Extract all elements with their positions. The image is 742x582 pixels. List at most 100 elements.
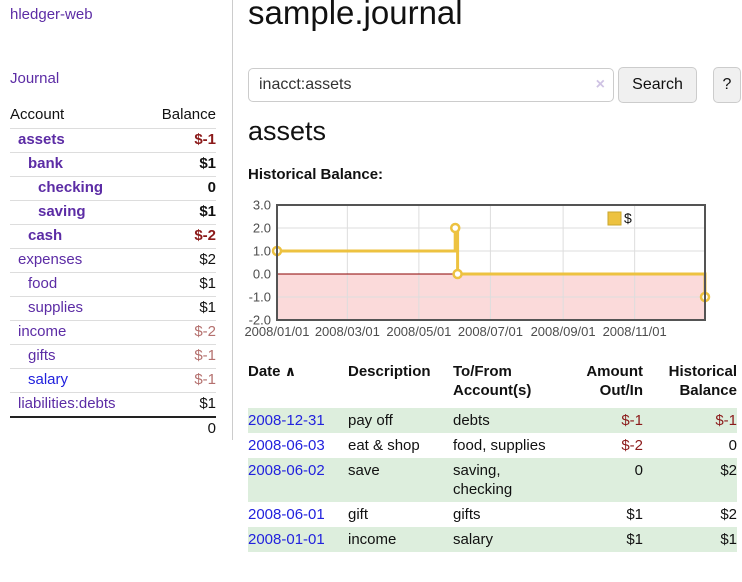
register-header-amount: Amount Out/In (586, 363, 643, 399)
x-tick-label: 2008/09/01 (531, 324, 596, 339)
account-row: expenses $2 (10, 248, 216, 273)
account-link[interactable]: food (28, 275, 58, 292)
x-tick-label: 2008/11/01 (603, 324, 667, 339)
transaction-row: 2008-06-02 save saving, checking 0 $2 (248, 458, 737, 502)
transaction-description: eat & shop (348, 437, 420, 454)
transaction-accounts: salary (453, 527, 553, 552)
account-link[interactable]: gifts (28, 347, 56, 364)
transaction-description: gift (348, 506, 369, 523)
account-link[interactable]: cash (28, 227, 63, 244)
x-tick-label: 2008/07/01 (458, 324, 523, 339)
account-link[interactable]: expenses (18, 251, 83, 268)
account-link[interactable]: assets (18, 131, 65, 148)
account-link[interactable]: saving (38, 203, 86, 220)
transaction-amount: $1 (626, 506, 643, 523)
search-input[interactable] (248, 68, 614, 102)
transaction-accounts: gifts (453, 506, 481, 523)
app-title-link[interactable]: hledger-web (10, 6, 93, 23)
account-balance: $1 (199, 275, 216, 292)
transaction-accounts: debts (453, 408, 553, 433)
y-tick-label: -1.0 (249, 290, 271, 305)
transaction-date-link[interactable]: 2008-12-31 (248, 412, 325, 429)
x-tick-label: 2008/05/01 (386, 324, 451, 339)
search-bar: × Search ? (248, 67, 742, 105)
account-balance: $2 (199, 251, 216, 268)
account-balance: $-1 (194, 371, 216, 388)
transaction-accounts: food, supplies (453, 437, 546, 454)
legend-label: $ (624, 210, 632, 226)
data-point[interactable] (449, 222, 461, 234)
account-row: gifts $-1 (10, 344, 216, 369)
help-button[interactable]: ? (713, 67, 741, 103)
account-row: checking 0 (10, 176, 216, 201)
transaction-balance: $2 (720, 506, 737, 523)
account-balance: $1 (199, 203, 216, 220)
sort-ascending-icon: ∧ (284, 363, 297, 379)
account-row: assets $-1 (10, 128, 216, 153)
accounts-header-balance: Balance (161, 106, 216, 123)
y-tick-label: 1.0 (253, 244, 271, 259)
x-tick-label: 2008/03/01 (315, 324, 380, 339)
clear-search-icon[interactable]: × (595, 76, 605, 93)
transaction-amount: 0 (553, 458, 643, 502)
register-header-date[interactable]: Date ∧ (248, 363, 297, 380)
account-link[interactable]: income (18, 323, 67, 340)
account-balance: $1 (199, 155, 216, 172)
account-balance: $-2 (194, 227, 216, 244)
main-content: sample.journal × Search ? assets Histori… (244, 0, 742, 582)
chart-title: Historical Balance: (248, 166, 384, 183)
transaction-date-link[interactable]: 2008-01-01 (248, 531, 325, 548)
accounts-table: Account Balance assets $-1 bank $1 checking 0… (10, 102, 216, 441)
accounts-total-row: 0 (10, 416, 216, 441)
transaction-accounts: saving, checking (453, 458, 553, 502)
transaction-date-link[interactable]: 2008-06-02 (248, 462, 325, 479)
account-balance: $-2 (194, 323, 216, 340)
transaction-amount: $1 (553, 527, 643, 552)
account-row: liabilities:debts $1 (10, 392, 216, 417)
register-header-balance: Historical Balance (668, 363, 737, 399)
transaction-balance: 0 (728, 437, 737, 454)
search-button[interactable]: Search (618, 67, 697, 103)
y-tick-label: -2.0 (249, 313, 271, 328)
page-title: sample.journal (248, 0, 463, 31)
account-link[interactable]: supplies (28, 299, 84, 316)
transaction-amount: $-2 (621, 437, 643, 454)
sidebar: hledger-web Journal Account Balance asse… (0, 0, 233, 441)
account-balance: $1 (199, 395, 216, 412)
transaction-row: 2008-12-31 pay off debts $-1 $-1 (248, 408, 737, 433)
register-header-accounts: To/From Account(s) (453, 363, 532, 399)
transaction-amount: $-1 (553, 408, 643, 433)
transaction-description: save (348, 458, 453, 502)
transaction-date-link[interactable]: 2008-06-03 (248, 437, 325, 454)
transaction-description: income (348, 527, 453, 552)
transaction-row: 2008-06-03 eat & shop food, supplies $-2 0 (248, 433, 737, 458)
account-balance: $1 (199, 299, 216, 316)
transaction-date-link[interactable]: 2008-06-01 (248, 506, 325, 523)
historical-balance-chart: $3.0 2.0 1.0 0.0 -1.0 -2.0 2008/01/01 2008/03/0… (242, 198, 742, 348)
transaction-balance: $2 (643, 458, 737, 502)
account-link[interactable]: checking (38, 179, 104, 196)
accounts-header-account: Account (10, 106, 65, 123)
account-row: bank $1 (10, 152, 216, 177)
account-row: income $-2 (10, 320, 216, 345)
accounts-total-value: 0 (146, 416, 216, 441)
account-link[interactable]: liabilities:debts (18, 395, 116, 412)
account-row: cash $-2 (10, 224, 216, 249)
account-row: saving $1 (10, 200, 216, 225)
y-tick-label: 3.0 (253, 198, 271, 213)
account-balance: 0 (207, 179, 216, 196)
transaction-row: 2008-01-01 income salary $1 $1 (248, 527, 737, 552)
y-tick-label: 2.0 (253, 221, 271, 236)
sidebar-item-journal[interactable]: Journal (10, 70, 60, 87)
account-row: supplies $1 (10, 296, 216, 321)
account-row: salary $-1 (10, 368, 216, 393)
register-header-description: Description (348, 363, 431, 380)
account-balance: $-1 (194, 347, 216, 364)
account-heading: assets (248, 116, 327, 146)
register-table: Date ∧ Description To/From Account(s) Am… (248, 360, 737, 552)
transaction-balance: $1 (643, 527, 737, 552)
account-link[interactable]: salary (28, 371, 69, 388)
account-link[interactable]: bank (28, 155, 64, 172)
data-point[interactable] (452, 268, 463, 280)
